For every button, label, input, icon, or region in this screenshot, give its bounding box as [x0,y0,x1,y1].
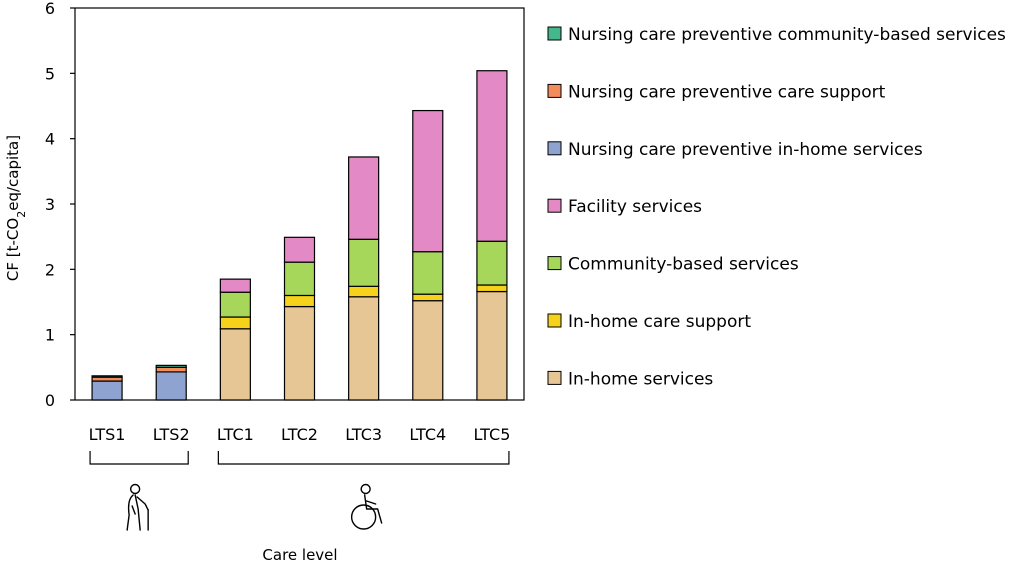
x-axis-title: Care level [262,546,337,564]
elderly-head [129,483,141,495]
bar-segment-ltc5-2 [476,240,508,286]
group-bracket [89,451,189,465]
legend-swatch [547,370,562,385]
bar-segment-ltc2-2 [283,261,316,297]
wheelchair-head [360,483,371,495]
bar-segment-lts1-6 [91,375,123,378]
x-tick-label: LTC1 [217,425,254,444]
bar-segment-lts2-4 [155,371,187,401]
y-tick-label: 4 [45,130,55,149]
y-tick-label: 6 [45,0,55,18]
legend-label: Community-based services [568,255,799,275]
legend-label: In-home care support [568,312,751,332]
x-tick-label: LTC3 [345,425,382,444]
bar-segment-lts2-6 [155,364,187,368]
bar-segment-ltc5-3 [476,70,508,242]
legend-label: Nursing care preventive care support [568,82,886,102]
legend-swatch [547,26,562,41]
x-tick-label: LTS2 [153,425,190,444]
legend-label: Facility services [568,197,702,217]
bar-segment-ltc1-1 [219,316,251,330]
bar-segment-ltc4-1 [412,293,444,302]
legend-swatch [547,198,562,213]
bar-segment-lts2-5 [155,366,187,373]
bar-segment-ltc3-3 [348,156,380,240]
elderly-person-with-cane-icon [126,483,149,531]
y-tick-label: 0 [45,391,55,410]
wheelchair-user-icon [350,483,383,530]
bar-segment-ltc4-2 [412,251,444,295]
y-axis-title-subscript: 2 [15,211,28,218]
legend-swatch [547,256,562,271]
y-tick-label: 1 [45,326,55,345]
y-tick-label: 2 [45,260,55,279]
bar-segment-ltc3-2 [348,238,380,287]
legend-swatch [547,313,562,328]
legend-label: Nursing care preventive in-home services [568,140,923,160]
elderly-body [126,494,149,531]
wheelchair-wheel [350,504,377,530]
legend-label: In-home services [568,369,713,389]
bar-segment-lts1-4 [91,380,123,401]
bar-segment-ltc1-3 [219,278,251,293]
x-tick-label: LTC2 [281,425,318,444]
legend-label: Nursing care preventive community-based … [568,25,1006,45]
bar-segment-ltc4-0 [412,300,444,401]
bar-segment-ltc3-0 [348,296,380,401]
bar-segment-ltc4-3 [412,109,444,253]
y-tick-label: 3 [45,195,55,214]
x-tick-label: LTS1 [89,425,126,444]
bar-segment-ltc3-1 [348,285,380,298]
y-axis-title-part: eq/capita] [4,135,22,211]
y-tick-label: 5 [45,64,55,83]
bar-segment-ltc1-0 [219,328,251,401]
x-tick-label: LTC4 [409,425,446,444]
y-axis-title: CF [t-CO2eq/capita] [4,135,28,281]
legend-swatch [547,83,562,98]
x-tick-label: LTC5 [473,425,510,444]
bar-segment-ltc5-0 [476,290,508,401]
y-axis-title-part: CF [t-CO [4,218,22,281]
bar-segment-ltc5-1 [476,284,508,293]
bar-segment-ltc2-3 [283,236,316,263]
group-bracket [217,451,510,465]
bar-segment-ltc2-1 [283,294,316,308]
legend-swatch [547,141,562,156]
bar-segment-ltc2-0 [283,305,316,401]
bar-segment-ltc1-2 [219,291,251,318]
